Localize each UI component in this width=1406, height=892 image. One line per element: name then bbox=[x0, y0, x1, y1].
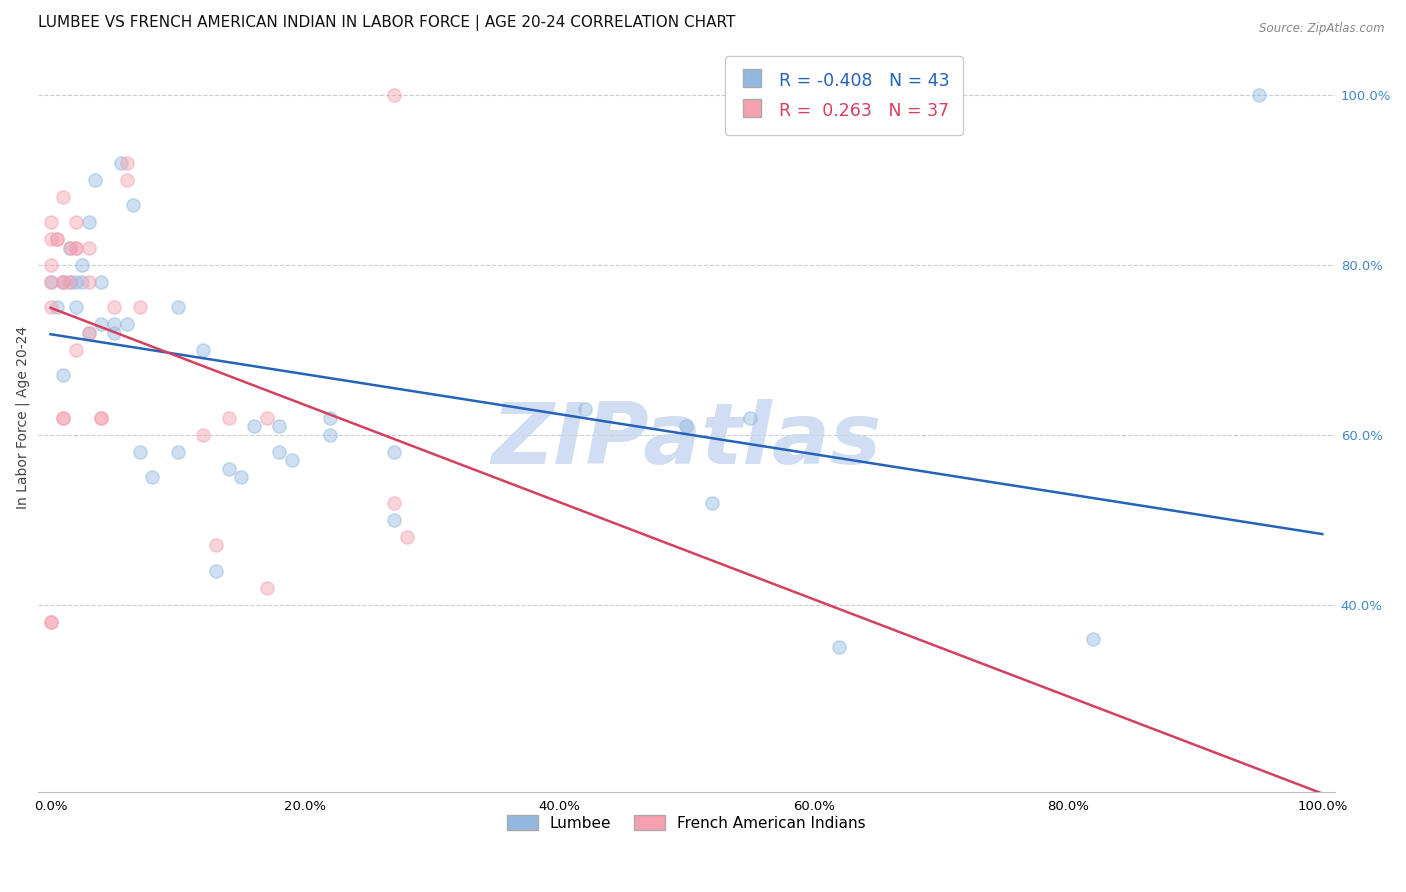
Point bbox=[574, 402, 596, 417]
Point bbox=[828, 640, 851, 655]
Point bbox=[45, 300, 67, 314]
Point bbox=[103, 300, 125, 314]
Point bbox=[52, 275, 75, 289]
Point bbox=[103, 318, 125, 332]
Point bbox=[77, 326, 100, 340]
Point bbox=[382, 513, 405, 527]
Point bbox=[77, 241, 100, 255]
Point bbox=[52, 368, 75, 383]
Point bbox=[218, 462, 240, 476]
Point bbox=[738, 410, 761, 425]
Point bbox=[128, 300, 150, 314]
Point bbox=[52, 275, 75, 289]
Point bbox=[382, 445, 405, 459]
Point bbox=[256, 410, 278, 425]
Point bbox=[65, 300, 87, 314]
Point bbox=[39, 215, 62, 229]
Point bbox=[65, 241, 87, 255]
Point bbox=[319, 427, 342, 442]
Point bbox=[39, 258, 62, 272]
Point bbox=[382, 87, 405, 102]
Point bbox=[39, 300, 62, 314]
Point bbox=[256, 581, 278, 595]
Point bbox=[166, 300, 188, 314]
Point bbox=[65, 343, 87, 357]
Point bbox=[218, 410, 240, 425]
Point bbox=[77, 275, 100, 289]
Point bbox=[45, 232, 67, 246]
Point bbox=[231, 470, 253, 484]
Point bbox=[52, 190, 75, 204]
Point bbox=[45, 232, 67, 246]
Point bbox=[39, 275, 62, 289]
Point bbox=[72, 258, 94, 272]
Legend: Lumbee, French American Indians: Lumbee, French American Indians bbox=[501, 808, 872, 837]
Point bbox=[72, 275, 94, 289]
Text: Source: ZipAtlas.com: Source: ZipAtlas.com bbox=[1260, 22, 1385, 36]
Point bbox=[39, 232, 62, 246]
Point bbox=[319, 410, 342, 425]
Point bbox=[269, 419, 291, 434]
Point bbox=[395, 530, 418, 544]
Point bbox=[52, 275, 75, 289]
Point bbox=[59, 241, 82, 255]
Point bbox=[115, 155, 138, 169]
Point bbox=[700, 496, 723, 510]
Point bbox=[193, 343, 215, 357]
Point bbox=[115, 172, 138, 186]
Point bbox=[52, 410, 75, 425]
Point bbox=[115, 318, 138, 332]
Point bbox=[90, 275, 112, 289]
Y-axis label: In Labor Force | Age 20-24: In Labor Force | Age 20-24 bbox=[15, 326, 30, 509]
Point bbox=[281, 453, 304, 467]
Point bbox=[382, 496, 405, 510]
Text: ZIPatlas: ZIPatlas bbox=[491, 399, 882, 482]
Point bbox=[59, 275, 82, 289]
Point bbox=[39, 615, 62, 629]
Point bbox=[77, 215, 100, 229]
Point bbox=[59, 275, 82, 289]
Point bbox=[90, 410, 112, 425]
Point bbox=[166, 445, 188, 459]
Point bbox=[269, 445, 291, 459]
Point bbox=[675, 419, 697, 434]
Point bbox=[1083, 632, 1105, 646]
Point bbox=[141, 470, 163, 484]
Point bbox=[39, 615, 62, 629]
Point bbox=[205, 538, 228, 552]
Point bbox=[77, 326, 100, 340]
Point bbox=[243, 419, 266, 434]
Point bbox=[110, 155, 132, 169]
Point bbox=[39, 275, 62, 289]
Point bbox=[65, 275, 87, 289]
Point bbox=[122, 198, 145, 212]
Point bbox=[65, 241, 87, 255]
Text: LUMBEE VS FRENCH AMERICAN INDIAN IN LABOR FORCE | AGE 20-24 CORRELATION CHART: LUMBEE VS FRENCH AMERICAN INDIAN IN LABO… bbox=[38, 15, 735, 31]
Point bbox=[193, 427, 215, 442]
Point bbox=[103, 326, 125, 340]
Point bbox=[52, 410, 75, 425]
Point bbox=[90, 410, 112, 425]
Point bbox=[90, 318, 112, 332]
Point bbox=[128, 445, 150, 459]
Point bbox=[84, 172, 107, 186]
Point bbox=[205, 564, 228, 578]
Point bbox=[1247, 87, 1270, 102]
Point bbox=[65, 215, 87, 229]
Point bbox=[59, 241, 82, 255]
